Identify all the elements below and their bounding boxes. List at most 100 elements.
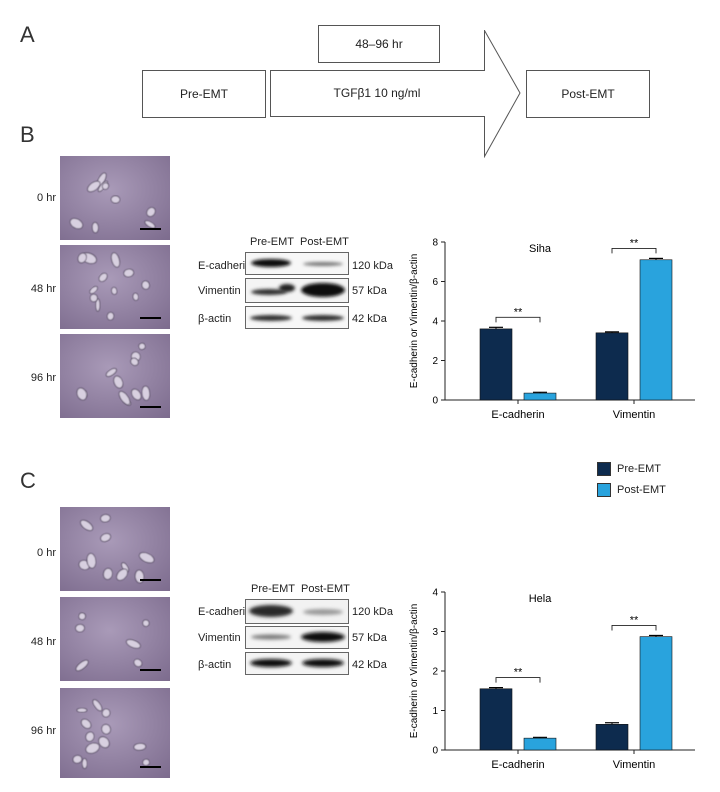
cell (89, 285, 98, 295)
cell (101, 708, 111, 718)
blot-c-strip-actin (245, 652, 349, 675)
treatment-arrow (270, 30, 521, 158)
blot-c-protein-1: Vimentin (198, 632, 241, 644)
cell (77, 252, 87, 264)
pre-emt-box: Pre-EMT (142, 70, 266, 118)
micrograph-c-1 (60, 597, 170, 681)
y-tick-label: 2 (432, 667, 438, 678)
cell (98, 272, 108, 283)
micro-label-b-0: 0 hr (37, 192, 56, 204)
cell (100, 514, 111, 523)
duration-label: 48–96 hr (355, 37, 403, 51)
cell (105, 368, 117, 377)
blot-c-size-1: 57 kDa (352, 632, 387, 644)
cell (141, 280, 150, 290)
micrograph-b-0 (60, 156, 170, 240)
blot-c-size-2: 42 kDa (352, 659, 387, 671)
significance-label: ** (630, 614, 639, 626)
significance-label: ** (630, 237, 639, 249)
cell (142, 619, 150, 627)
y-tick-label: 1 (432, 706, 438, 717)
chart-title: Siha (529, 243, 552, 255)
x-tick-label: E-cadherin (491, 759, 544, 771)
y-axis-label: E-cadherin or Vimentin/β-actin (409, 604, 420, 739)
post-emt-box: Post-EMT (526, 70, 650, 118)
cell (133, 742, 147, 751)
blot-c-protein-0: E-cadherin (198, 606, 252, 618)
blot-c-header-pre: Pre-EMT (251, 583, 295, 595)
cell (111, 286, 118, 295)
blot-c-band-ecad-post (303, 609, 343, 615)
cell (100, 533, 111, 543)
legend-swatch-post (597, 483, 611, 497)
blot-b-protein-1: Vimentin (198, 285, 241, 297)
bar-pre-emt-vimentin (595, 724, 629, 751)
cell (101, 182, 110, 190)
micrograph-c-0 (60, 507, 170, 591)
bar-post-emt-e-cadherin (523, 392, 557, 401)
blot-c-band-actin-pre (250, 659, 292, 667)
blot-c-header-post: Post-EMT (301, 583, 350, 595)
y-tick-label: 0 (432, 746, 438, 757)
y-axis-label: E-cadherin or Vimentin/β-actin (409, 254, 420, 389)
bar-post-emt-vimentin (639, 259, 673, 401)
cell (130, 357, 139, 366)
y-tick-label: 4 (432, 317, 438, 328)
blot-b-strip-actin (245, 306, 349, 329)
blot-b-band-actin-post (302, 315, 344, 321)
duration-box: 48–96 hr (318, 25, 440, 63)
cell (110, 252, 121, 268)
blot-b-header-pre: Pre-EMT (250, 236, 294, 248)
blot-b-band-vim-pre2 (279, 284, 295, 292)
cell (85, 731, 95, 742)
significance-bracket (495, 677, 541, 683)
legend-label-pre: Pre-EMT (617, 463, 661, 475)
cell (75, 659, 89, 672)
x-tick-label: Vimentin (613, 759, 656, 771)
y-tick-label: 2 (432, 356, 438, 367)
y-tick-label: 8 (432, 238, 438, 249)
blot-c-strip-vim (245, 626, 349, 649)
micro-label-c-1: 48 hr (30, 636, 56, 648)
legend-item-pre: Pre-EMT (597, 462, 661, 476)
cell (78, 612, 86, 621)
cell (98, 736, 110, 749)
blot-b-size-1: 57 kDa (352, 285, 387, 297)
cell (113, 375, 124, 389)
cell (91, 222, 99, 234)
bar-post-emt-vimentin (639, 636, 673, 751)
blot-b-header-post: Post-EMT (300, 236, 349, 248)
y-tick-label: 0 (432, 396, 438, 407)
cell (87, 180, 101, 193)
panel-letter-c: C (20, 468, 36, 493)
blot-c-strips (245, 599, 349, 675)
micro-label-b-2: 96 hr (30, 372, 56, 384)
significance-bracket (611, 625, 657, 631)
x-tick-label: Vimentin (613, 409, 656, 421)
bar-pre-emt-vimentin (595, 332, 629, 401)
cell (101, 723, 111, 735)
bar-pre-emt-e-cadherin (479, 328, 513, 401)
cell (72, 754, 83, 764)
cell (118, 390, 131, 406)
y-tick-label: 3 (432, 627, 438, 638)
cell (75, 623, 85, 633)
cell (144, 220, 156, 229)
post-emt-label: Post-EMT (561, 87, 615, 101)
cell (89, 293, 98, 303)
cell (85, 742, 100, 754)
cell (81, 758, 88, 769)
treatment-label: TGFβ1 10 ng/ml (333, 86, 421, 100)
cell (106, 311, 115, 321)
panel-letter-b: B (20, 122, 35, 147)
cell (133, 658, 143, 668)
pre-emt-label: Pre-EMT (180, 87, 228, 101)
cell (92, 699, 103, 712)
cell (138, 342, 146, 351)
blot-c-band-ecad-pre (249, 605, 293, 617)
cell (142, 758, 150, 767)
cell (132, 292, 139, 301)
legend-label-post: Post-EMT (617, 484, 666, 496)
cell (80, 519, 94, 531)
y-tick-label: 6 (432, 277, 438, 288)
